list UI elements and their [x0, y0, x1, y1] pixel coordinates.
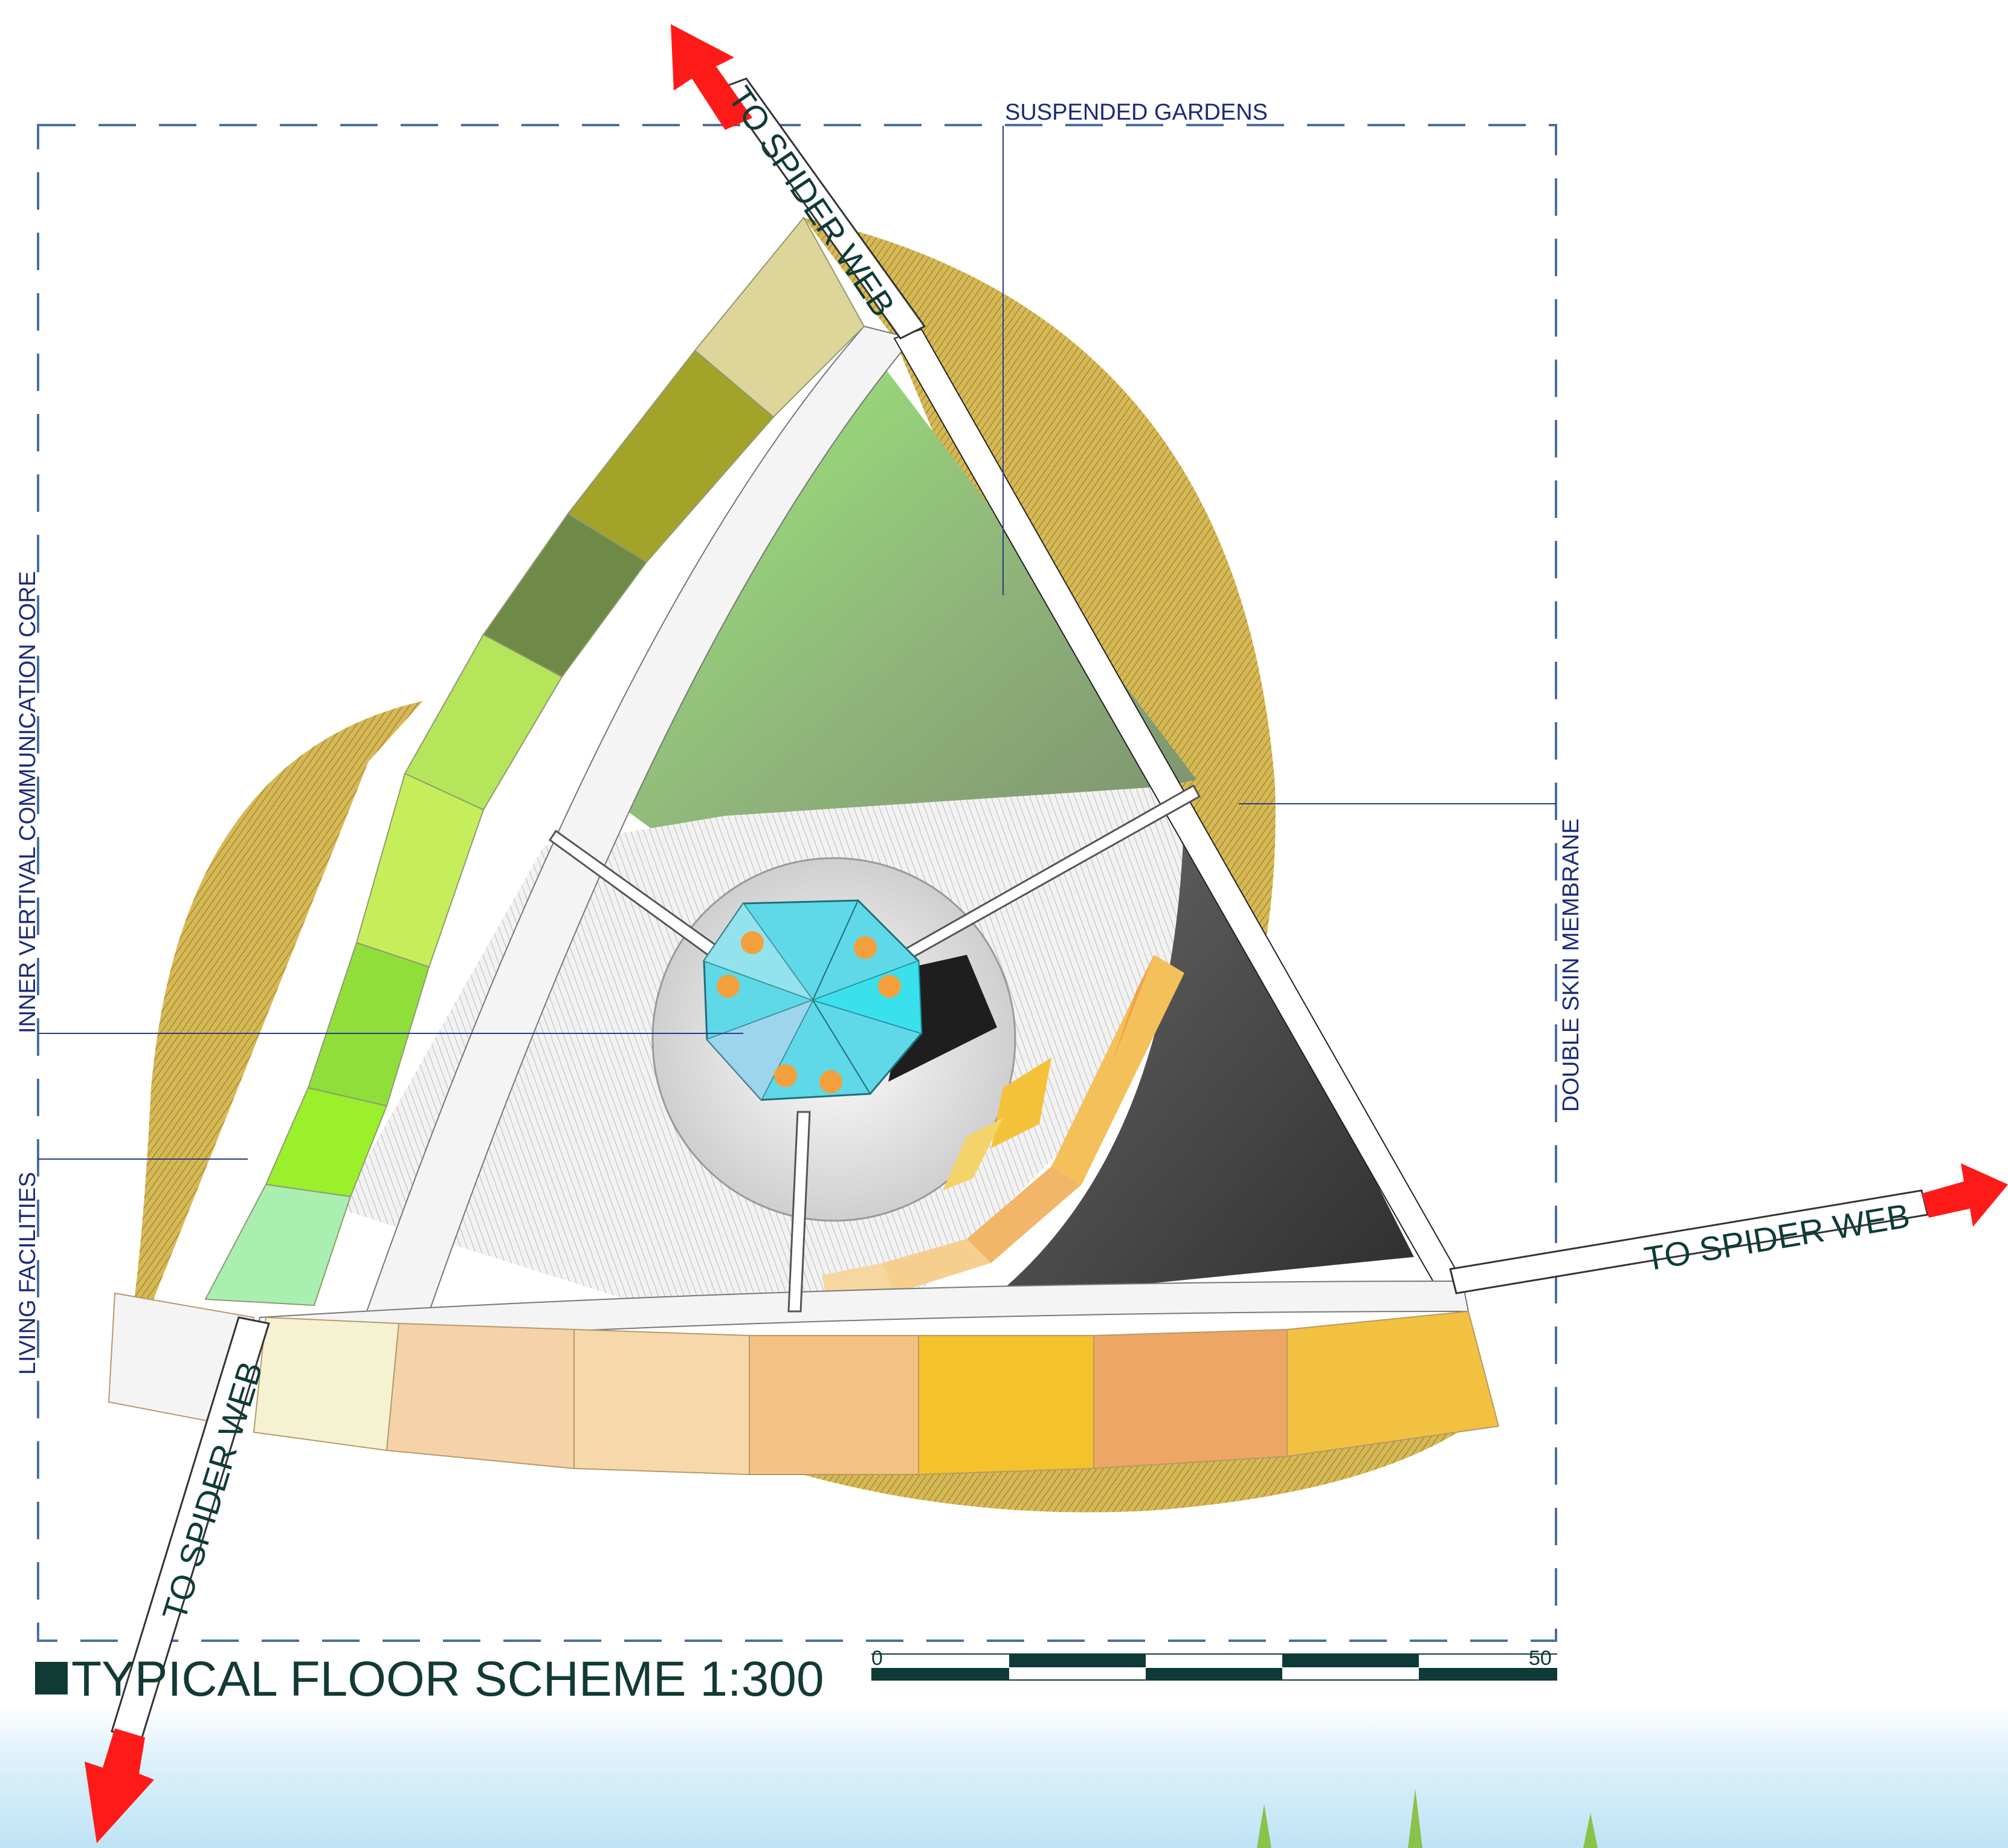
leader-lines [38, 126, 1556, 1160]
site-boundary-frame [37, 124, 1557, 1642]
scale-bar: 0 50 [871, 1647, 1557, 1681]
drawing-title-text: TYPICAL FLOOR SCHEME 1:300 [71, 1652, 824, 1707]
sky-background [0, 1704, 2008, 1848]
living-facilities-band-bottom [108, 1292, 1500, 1476]
communication-core [703, 899, 923, 1101]
label-inner-core: INNER VERTIVAL COMMUNICATION CORE [15, 571, 40, 1033]
label-living-facilities: LIVING FACILITIES [15, 1172, 40, 1375]
core-lift-dots [717, 931, 901, 1093]
outer-shell-left [115, 701, 423, 1396]
living-facilities-band-left [204, 216, 865, 1307]
title-bullet-icon [35, 1662, 68, 1695]
scale-bar-start: 0 [871, 1647, 883, 1670]
bridge-top [671, 24, 926, 340]
double-skin-shadow [991, 804, 1414, 1299]
label-double-skin: DOUBLE SKIN MEMBRANE [1558, 818, 1584, 1112]
inner-living-band [822, 955, 1184, 1305]
bridge-bottom-left [85, 1316, 270, 1843]
bridge-right-label: TO SPIDER WEB [1642, 1196, 1913, 1278]
core-spokes [548, 784, 1201, 1313]
drawing-title: TYPICAL FLOOR SCHEME 1:300 [35, 1655, 824, 1704]
label-suspended-gardens: SUSPENDED GARDENS [1005, 100, 1268, 125]
bridge-right [1449, 1163, 2008, 1294]
suspended-gardens-area [592, 357, 1196, 882]
scale-bar-end: 50 [1529, 1647, 1552, 1670]
